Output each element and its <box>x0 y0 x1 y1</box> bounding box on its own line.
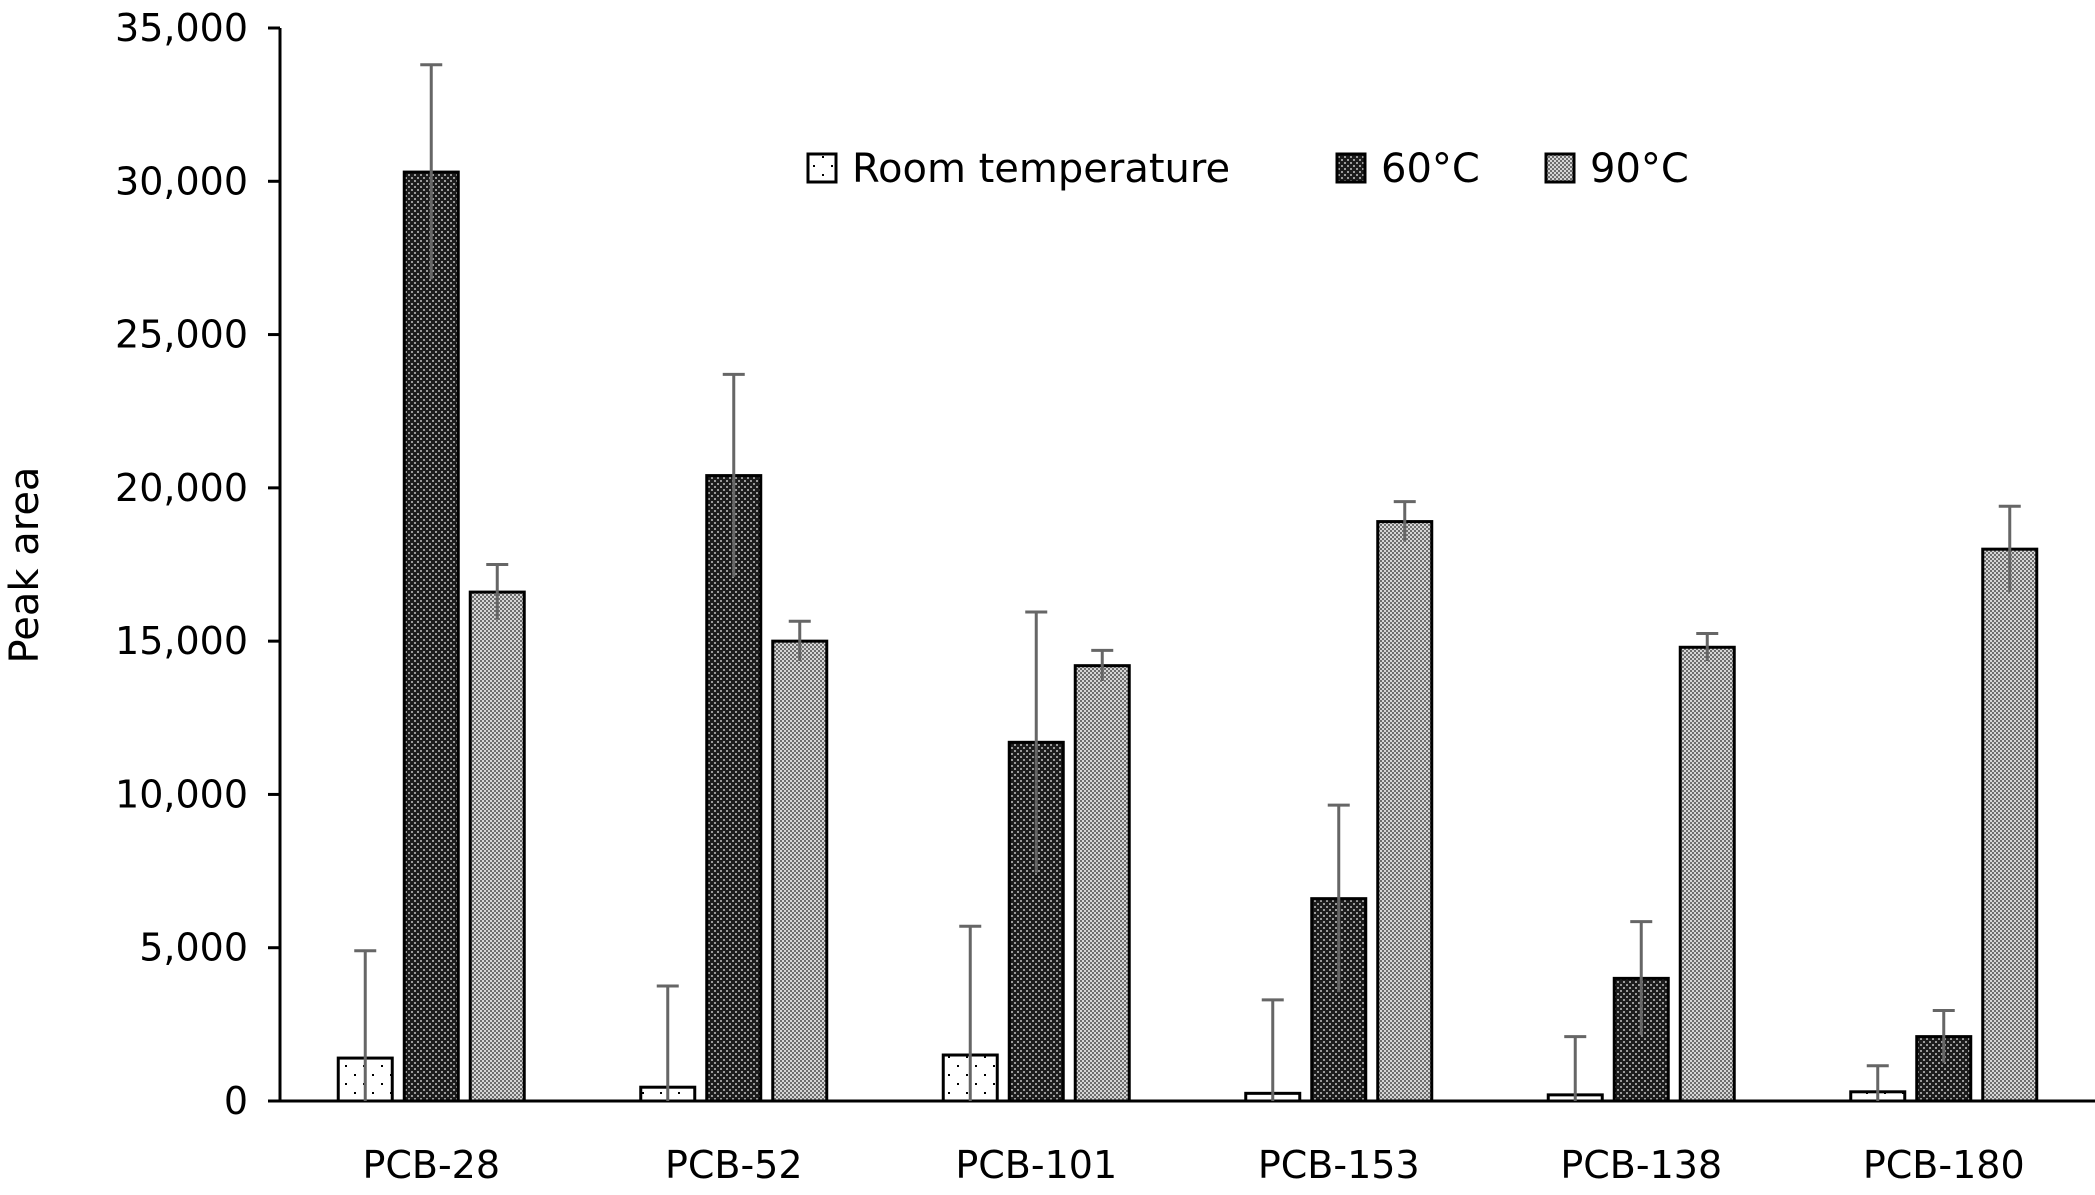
x-tick-label: PCB-153 <box>1258 1143 1420 1187</box>
legend-label: 90°C <box>1590 146 1689 192</box>
y-tick-label: 0 <box>224 1079 248 1123</box>
bar <box>1678 645 1736 1103</box>
bar <box>1073 664 1131 1103</box>
bar <box>1376 520 1434 1103</box>
x-tick-label: PCB-138 <box>1560 1143 1722 1187</box>
bar <box>705 474 763 1103</box>
y-axis: 0 5,000 10,000 15,000 20,000 25,000 30,000 35,0… <box>115 6 282 1123</box>
x-tick-label: PCB-101 <box>955 1143 1117 1187</box>
y-axis-title: Peak area <box>2 467 48 664</box>
bar <box>1981 547 2039 1103</box>
y-tick-label: 30,000 <box>115 159 248 203</box>
y-tick-label: 15,000 <box>115 619 248 663</box>
legend: Room temperature 60°C 90°C <box>806 146 1689 192</box>
bar <box>402 170 460 1103</box>
legend-swatch <box>806 152 838 184</box>
bar <box>771 639 829 1103</box>
bars <box>336 170 2039 1103</box>
y-tick-label: 20,000 <box>115 466 248 510</box>
y-tick-label: 5,000 <box>139 926 248 970</box>
x-tick-label: PCB-180 <box>1863 1143 2025 1187</box>
error-bars <box>354 63 2021 1101</box>
bar <box>468 590 526 1103</box>
y-tick-label: 35,000 <box>115 6 248 50</box>
legend-swatch <box>1544 152 1576 184</box>
x-tick-label: PCB-28 <box>362 1143 500 1187</box>
y-tick-label: 25,000 <box>115 313 248 357</box>
x-tick-label: PCB-52 <box>665 1143 803 1187</box>
x-axis: PCB-28 PCB-52 PCB-101 PCB-153 PCB-138 PCB-180 <box>280 1099 2095 1187</box>
legend-swatch <box>1335 152 1367 184</box>
y-tick-label: 10,000 <box>115 772 248 816</box>
legend-label: 60°C <box>1381 146 1480 192</box>
legend-label: Room temperature <box>852 146 1230 192</box>
